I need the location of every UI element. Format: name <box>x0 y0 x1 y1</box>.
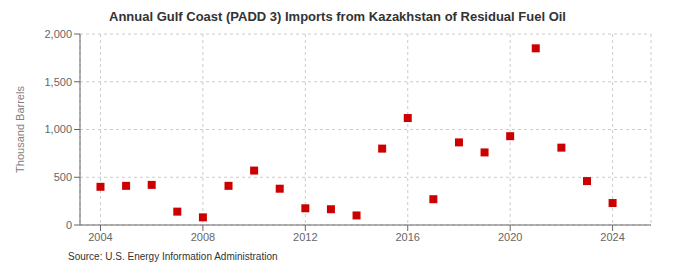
svg-text:2004: 2004 <box>88 231 112 243</box>
svg-text:2016: 2016 <box>396 231 420 243</box>
html-text:Source: U.S. Energy Informatio: Source: U.S. Energy Information Administ… <box>68 251 278 262</box>
svg-text:0: 0 <box>66 219 72 231</box>
svg-text:2024: 2024 <box>600 231 624 243</box>
svg-text:2,000: 2,000 <box>44 28 72 40</box>
svg-text:500: 500 <box>54 171 72 183</box>
svg-text:1,000: 1,000 <box>44 123 72 135</box>
svg-text:2008: 2008 <box>191 231 215 243</box>
svg-text:Thousand Barrels: Thousand Barrels <box>14 86 26 173</box>
svg-text:2012: 2012 <box>293 231 317 243</box>
svg-text:2020: 2020 <box>498 231 522 243</box>
html-text:Annual Gulf Coast (PADD 3) Imp: Annual Gulf Coast (PADD 3) Imports from … <box>109 9 566 24</box>
svg-text:1,500: 1,500 <box>44 76 72 88</box>
